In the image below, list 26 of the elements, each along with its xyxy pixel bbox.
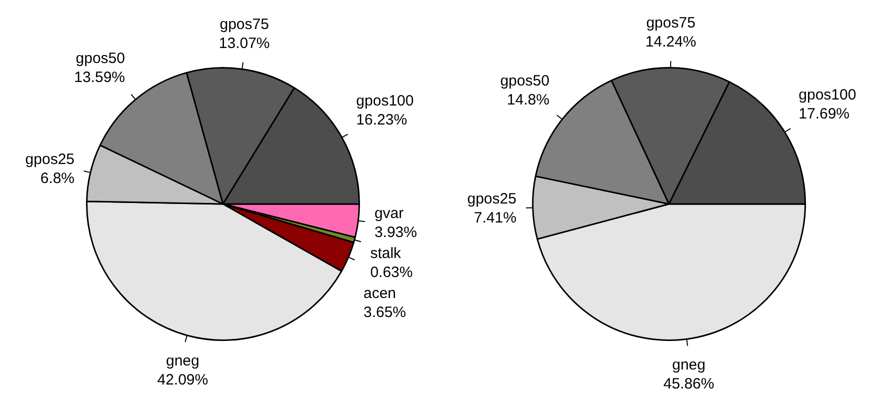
slice-label: acen (363, 284, 396, 302)
data-label: 13.59% (74, 69, 125, 86)
slice-label: gpos50 (500, 72, 550, 90)
slice-label: gvar (374, 204, 404, 222)
slice-label: gneg (672, 356, 706, 374)
data-label: 17.69% (798, 106, 850, 123)
slice-label: gpos100 (798, 86, 856, 104)
slice-label: gpos25 (467, 190, 516, 208)
slice-label: gpos75 (646, 14, 696, 32)
data-label: 6.8% (40, 170, 75, 187)
slice-label: gpos100 (356, 92, 414, 110)
slice-label: gpos75 (220, 16, 269, 34)
data-label: 3.65% (363, 304, 406, 321)
data-label: 3.93% (374, 224, 417, 241)
data-label: 14.8% (506, 91, 550, 108)
slice-label: gpos25 (25, 150, 75, 168)
data-label: 7.41% (474, 209, 516, 226)
data-label: 0.63% (370, 264, 413, 281)
slice-label: gpos50 (76, 50, 125, 68)
data-label: 45.86% (663, 375, 714, 392)
data-label: 42.09% (157, 371, 208, 388)
data-label: 13.07% (218, 35, 270, 52)
data-label: 16.23% (356, 112, 408, 129)
slice-label: stalk (370, 244, 402, 262)
data-label: 14.24% (645, 34, 696, 51)
slice-label: gneg (166, 352, 200, 370)
